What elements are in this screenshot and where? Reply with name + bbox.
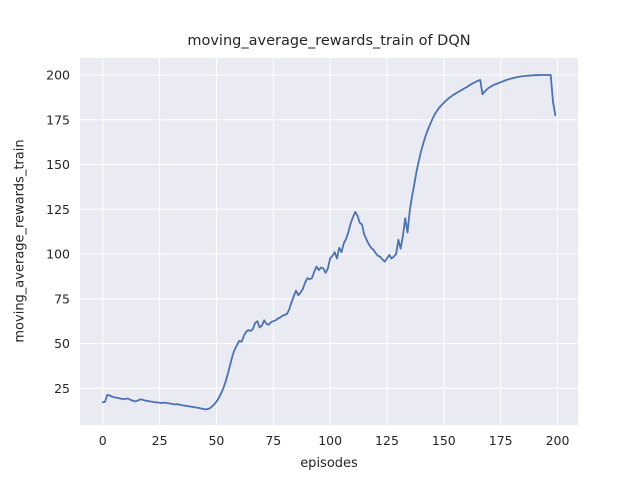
x-tick-label: 200 xyxy=(546,433,570,448)
y-tick-label: 50 xyxy=(54,336,70,351)
y-tick-label: 100 xyxy=(46,247,70,262)
x-tick-label: 175 xyxy=(489,433,513,448)
x-tick-label: 125 xyxy=(375,433,399,448)
x-tick-label: 100 xyxy=(318,433,342,448)
y-tick-label: 200 xyxy=(46,68,70,83)
x-tick-label: 150 xyxy=(432,433,456,448)
x-tick-label: 0 xyxy=(99,433,107,448)
x-tick-label: 25 xyxy=(152,433,168,448)
x-tick-label: 50 xyxy=(208,433,224,448)
y-tick-label: 75 xyxy=(54,291,70,306)
x-tick-label: 75 xyxy=(265,433,281,448)
y-axis-label: moving_average_rewards_train xyxy=(12,139,28,343)
y-tick-label: 175 xyxy=(46,112,70,127)
plot-background xyxy=(80,58,578,425)
y-tick-label: 125 xyxy=(46,202,70,217)
reward-line xyxy=(101,74,557,411)
chart-title: moving_average_rewards_train of DQN xyxy=(187,33,471,49)
y-tick-label: 25 xyxy=(54,381,70,396)
x-axis-label: episodes xyxy=(300,456,358,471)
y-tick-label: 150 xyxy=(46,157,70,172)
